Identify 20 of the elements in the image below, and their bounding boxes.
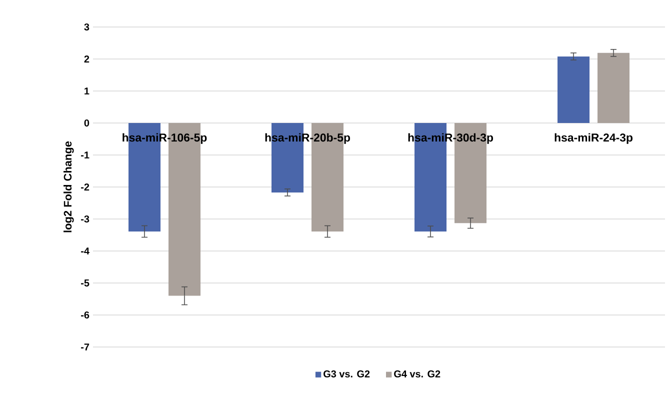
y-tick-label: 0 [84,119,90,127]
y-tick-label: 3 [84,23,90,31]
y-tick-label: -3 [81,215,90,223]
y-tick-label: -2 [81,184,90,190]
y-tick-label: 2 [84,56,90,62]
x-tick-label: hsa-miR-106-5p [122,133,207,144]
x-tick-label: hsa-miR-30d-3p [408,133,494,144]
legend-label: G3 vs. G2 [324,370,370,378]
y-tick-label: -1 [81,152,90,158]
y-axis-title: log2 Fold Change [64,141,74,232]
y-tick-label: -6 [81,311,90,319]
bar [558,56,590,123]
legend-label: G4 vs. G2 [394,370,440,378]
y-tick-label: 1 [84,88,90,94]
x-tick-label: hsa-miR-20b-5p [265,133,350,144]
x-tick-label: hsa-miR-24-3p [554,133,633,144]
y-tick-label: -7 [81,344,90,350]
y-tick-label: -5 [81,280,90,286]
bar [598,52,630,123]
y-tick-label: -4 [81,248,90,254]
